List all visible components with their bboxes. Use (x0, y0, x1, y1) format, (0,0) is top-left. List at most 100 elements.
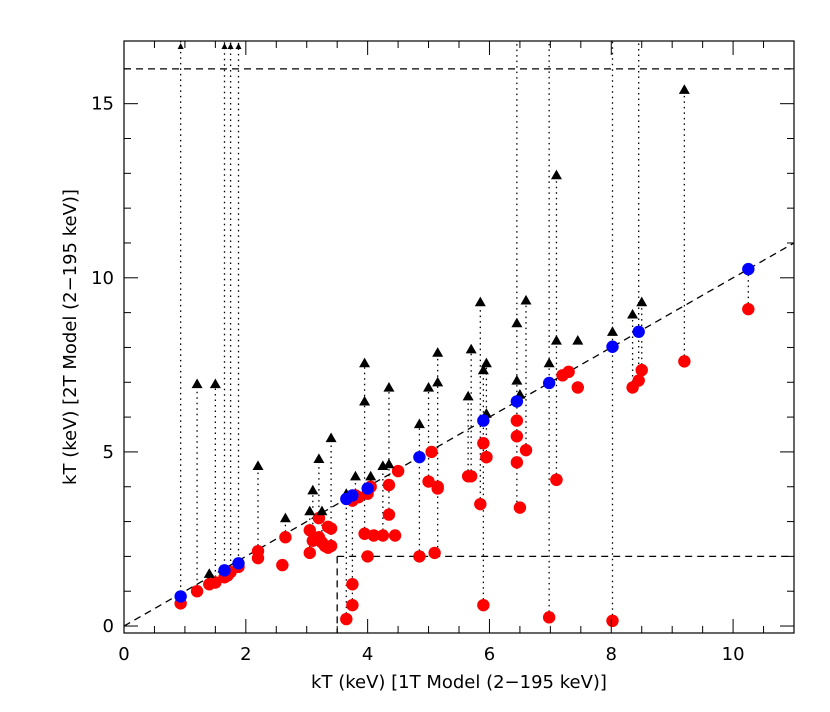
black-triangle-point (465, 343, 477, 354)
red-point (324, 522, 338, 535)
y-tick-label: 10 (91, 268, 114, 289)
upper-limit-arrow (221, 43, 228, 49)
red-point (190, 585, 204, 598)
blue-point (542, 376, 556, 390)
red-point (391, 464, 405, 478)
black-triangle-point (636, 296, 648, 307)
y-tick-label: 5 (103, 442, 114, 463)
upper-limit-arrow (177, 43, 184, 49)
black-triangle-point (474, 296, 486, 307)
red-point (477, 598, 490, 612)
blue-point (632, 325, 645, 338)
black-triangle-point (359, 395, 371, 406)
red-point (388, 529, 402, 542)
red-point (428, 546, 441, 560)
blue-point (413, 450, 426, 464)
dotted-link-layer (179, 41, 749, 621)
black-triangle-point (203, 568, 215, 578)
upper-limit-arrow (235, 43, 242, 49)
red-point (367, 529, 380, 542)
black-triangle-point (511, 375, 523, 385)
blue-point (361, 482, 374, 495)
blue-point (477, 414, 490, 427)
black-triangle-point (383, 381, 395, 392)
y-tick-label: 15 (91, 94, 114, 115)
red-point (276, 558, 289, 572)
x-tick-label: 6 (484, 644, 495, 665)
red-point (279, 531, 292, 544)
red-point (340, 612, 353, 626)
red-point (571, 381, 584, 394)
black-triangle-point (413, 418, 425, 429)
data-point-layer (174, 43, 755, 628)
red-point (510, 456, 524, 469)
black-triangle-point (209, 378, 221, 389)
red-point (324, 539, 338, 553)
red-point (422, 475, 435, 488)
red-point (510, 414, 524, 427)
black-triangle-point (462, 390, 474, 401)
black-triangle-point (550, 334, 562, 345)
black-triangle-point (432, 376, 444, 387)
x-axis-title: kT (keV) [1T Model (2−195 keV)] (311, 672, 607, 693)
red-point (474, 497, 487, 511)
black-triangle-point (432, 347, 444, 357)
red-point (542, 611, 556, 624)
red-point (632, 374, 645, 387)
black-triangle-point (359, 357, 371, 368)
black-triangle-point (349, 470, 361, 481)
blue-point (232, 557, 245, 570)
red-point (510, 430, 524, 443)
black-triangle-point (191, 378, 203, 389)
y-axis-title: kT (keV) [2T Model (2−195 keV)] (60, 189, 81, 485)
red-point (678, 355, 691, 368)
red-point (431, 482, 444, 495)
blue-point (174, 590, 187, 603)
black-triangle-point (543, 357, 555, 368)
identity-line (124, 242, 794, 627)
red-point (480, 450, 493, 464)
red-point (464, 470, 478, 483)
red-point (425, 445, 438, 459)
x-tick-label: 2 (240, 644, 251, 665)
blue-point (510, 395, 524, 408)
black-triangle-point (477, 364, 489, 375)
red-point (635, 363, 648, 377)
x-tick-label: 10 (722, 644, 745, 665)
black-triangle-point (423, 381, 435, 392)
tick-layer: 0 2 4 6 8 10 0 5 10 15 (91, 41, 795, 665)
red-point (477, 437, 490, 450)
x-tick-label: 8 (606, 644, 617, 665)
black-triangle-point (313, 453, 325, 464)
red-point (519, 443, 533, 457)
upper-limit-arrow (227, 43, 234, 49)
black-triangle-point (511, 317, 523, 328)
red-point (361, 550, 374, 563)
red-point (209, 576, 222, 589)
red-point (382, 508, 396, 521)
black-triangle-point (316, 505, 328, 516)
y-tick-label: 0 (103, 616, 114, 637)
black-triangle-point (572, 334, 584, 345)
red-point (303, 546, 316, 560)
red-point (562, 365, 575, 379)
black-triangle-point (383, 458, 395, 469)
x-tick-label: 0 (118, 644, 129, 665)
red-point (382, 478, 396, 492)
red-point (513, 501, 527, 514)
blue-point (218, 564, 231, 577)
red-point (303, 524, 316, 537)
x-tick-label: 4 (362, 644, 373, 665)
blue-point (346, 489, 359, 502)
black-triangle-point (365, 470, 377, 481)
red-point (376, 529, 390, 542)
black-triangle-point (606, 326, 618, 336)
red-point (606, 614, 619, 628)
red-point (413, 550, 426, 563)
red-point (346, 598, 359, 612)
black-triangle-point (627, 308, 639, 319)
blue-point (606, 340, 619, 353)
black-triangle-point (252, 460, 264, 470)
black-triangle-point (678, 84, 690, 94)
